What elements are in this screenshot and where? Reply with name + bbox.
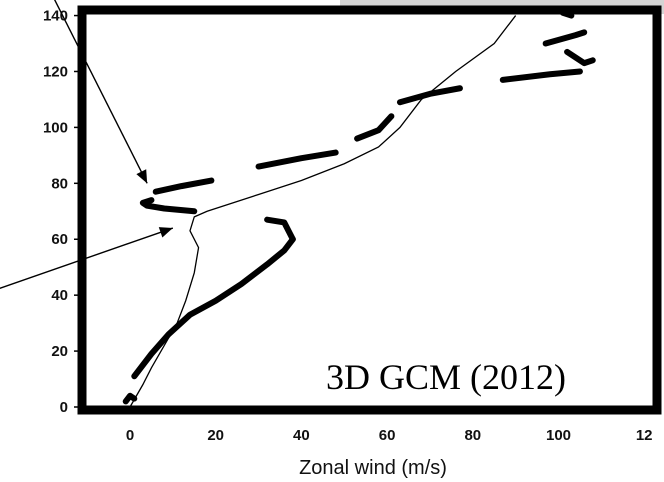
arrow-line bbox=[0, 227, 174, 289]
observed-profile-segment bbox=[131, 236, 296, 380]
x-tick-label: 20 bbox=[207, 427, 224, 444]
y-tick-label: 140 bbox=[43, 8, 68, 25]
observed-profile-segment bbox=[354, 113, 395, 142]
y-tick-label: 0 bbox=[60, 399, 68, 416]
y-tick-label: 100 bbox=[43, 119, 68, 136]
x-tick-label: 12 bbox=[636, 427, 653, 444]
x-tick-label: 60 bbox=[379, 427, 396, 444]
y-tick-label: 40 bbox=[51, 287, 68, 304]
arrow-layer bbox=[0, 0, 174, 289]
plot-frame bbox=[77, 5, 662, 415]
arrow-line bbox=[53, 0, 148, 184]
x-axis-title: Zonal wind (m/s) bbox=[299, 457, 447, 479]
observed-profile-segment bbox=[542, 29, 588, 47]
arrow-head bbox=[136, 169, 148, 184]
model-profile-line bbox=[129, 15, 517, 408]
observed-profile-segment bbox=[499, 68, 583, 83]
annotation-text: 3D GCM (2012) bbox=[326, 357, 566, 397]
y-tick-label: 20 bbox=[51, 343, 68, 360]
y-axis-ticks: 0 20 40 60 80 100 120 140 bbox=[43, 8, 82, 416]
observed-profile-segment bbox=[122, 392, 138, 405]
observed-profile-segment bbox=[564, 48, 596, 67]
arrow-head bbox=[158, 227, 173, 238]
y-tick-label: 60 bbox=[51, 231, 68, 248]
observed-profile-segment bbox=[264, 216, 296, 243]
x-tick-label: 0 bbox=[126, 427, 134, 444]
x-axis-ticks: 0 20 40 60 80 100 12 bbox=[126, 427, 653, 444]
x-tick-label: 80 bbox=[464, 427, 481, 444]
x-tick-label: 40 bbox=[293, 427, 310, 444]
observed-profile-segment bbox=[139, 197, 198, 215]
observed-profile-segment bbox=[152, 177, 215, 195]
y-tick-label: 120 bbox=[43, 63, 68, 80]
x-tick-label: 100 bbox=[546, 427, 571, 444]
observed-profile-segment bbox=[255, 149, 339, 170]
observed-profile-segment bbox=[396, 85, 463, 106]
y-tick-label: 80 bbox=[51, 175, 68, 192]
